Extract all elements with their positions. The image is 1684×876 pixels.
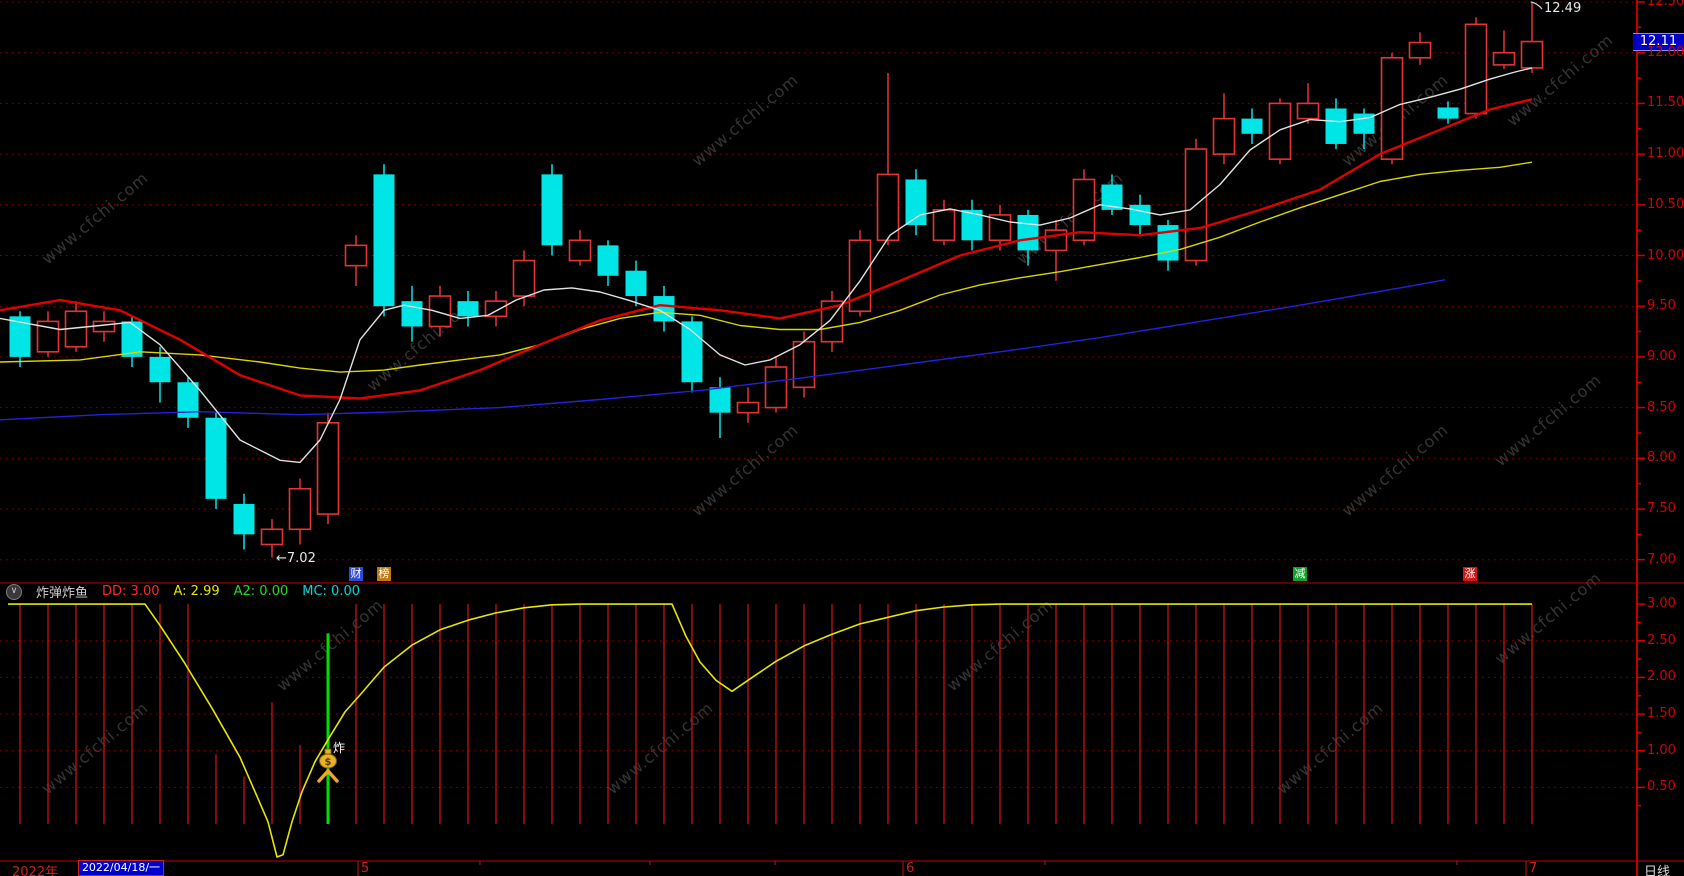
candle xyxy=(288,478,312,545)
candle xyxy=(1520,3,1544,73)
candle xyxy=(597,240,619,286)
candle xyxy=(792,331,816,398)
signal-label: 炸 xyxy=(333,741,346,755)
candle xyxy=(1268,98,1292,165)
chevron-up-icon xyxy=(317,768,339,783)
candle xyxy=(820,290,844,352)
candle xyxy=(1325,98,1347,150)
sub-axis-label: 2.50 xyxy=(1647,632,1676,648)
candle xyxy=(709,377,731,439)
month-label: 7 xyxy=(1529,861,1538,876)
candle xyxy=(401,285,423,342)
event-badge[interactable]: 涨 xyxy=(1463,567,1477,581)
price-axis-label: 7.00 xyxy=(1647,551,1676,567)
price-axis-label: 10.50 xyxy=(1647,196,1684,212)
indicator-name: 炸弹炸鱼 xyxy=(36,586,89,601)
sub-axis-label: 0.50 xyxy=(1647,779,1676,795)
candle xyxy=(653,285,675,332)
candle xyxy=(177,377,199,428)
candle xyxy=(205,412,227,509)
ma-blue xyxy=(0,279,1446,421)
candle xyxy=(848,230,872,317)
indicator-field: A2: 0.00 xyxy=(233,584,289,599)
candle xyxy=(1241,108,1263,144)
candle xyxy=(1157,220,1179,271)
price-axis-label: 10.00 xyxy=(1647,247,1684,263)
high-price-annotation: 12.49 xyxy=(1544,1,1582,16)
chevron-down-icon[interactable]: ∨ xyxy=(6,583,22,600)
event-badge[interactable]: 减 xyxy=(1293,567,1307,581)
candle xyxy=(905,169,927,236)
candle xyxy=(625,260,647,307)
indicator-field: MC: 0.00 xyxy=(302,584,361,599)
money-bag-icon: $ xyxy=(319,748,337,769)
price-axis-label: 9.00 xyxy=(1647,348,1676,364)
candles-layer xyxy=(9,3,1544,558)
price-axis-label: 11.00 xyxy=(1647,146,1684,162)
selected-date-box[interactable]: 2022/04/18/一 xyxy=(78,860,164,876)
candle xyxy=(260,519,284,558)
event-badge[interactable]: 榜 xyxy=(377,567,391,581)
sub-axis-label: 2.00 xyxy=(1647,669,1676,685)
sub-axis-label: 3.00 xyxy=(1647,596,1676,612)
price-axis-label: 8.50 xyxy=(1647,399,1676,415)
candle xyxy=(1212,93,1236,165)
indicator-values: DD: 3.00 A: 2.99 A2: 0.00 MC: 0.00 xyxy=(102,584,360,599)
candle xyxy=(316,412,340,525)
svg-text:$: $ xyxy=(325,757,332,768)
candle xyxy=(1353,108,1375,150)
last-price-tag: 12.11 xyxy=(1633,33,1684,51)
price-axis-label: 9.50 xyxy=(1647,298,1676,314)
candle xyxy=(233,493,255,550)
ma-yellow xyxy=(0,161,1533,373)
candle xyxy=(1129,194,1151,236)
candle xyxy=(568,230,592,266)
period-selector[interactable]: 日线 xyxy=(1644,865,1671,876)
low-price-annotation: ←7.02 xyxy=(276,551,316,566)
candle xyxy=(961,199,983,251)
candle xyxy=(736,387,760,423)
high-annotation-arrow xyxy=(1530,1,1543,10)
candle xyxy=(121,316,143,368)
event-badge[interactable]: 财 xyxy=(349,567,363,581)
candle xyxy=(876,72,900,246)
candle xyxy=(1492,30,1516,69)
candle xyxy=(1296,83,1320,124)
price-axis-label: 7.50 xyxy=(1647,501,1676,516)
candle xyxy=(1437,101,1459,124)
price-axis-label: 8.00 xyxy=(1647,450,1676,466)
price-axis-label: 11.50 xyxy=(1647,95,1684,111)
month-label: 5 xyxy=(361,861,370,876)
year-label: 2022年 xyxy=(12,865,59,876)
indicator-line xyxy=(8,603,1532,858)
indicator-bars xyxy=(19,604,1533,824)
candle xyxy=(36,311,60,357)
price-axis-label: 12.00 xyxy=(1647,44,1684,60)
month-label: 6 xyxy=(906,861,915,876)
indicator-field: DD: 3.00 xyxy=(102,584,160,599)
candle xyxy=(344,235,368,286)
ma-red xyxy=(0,98,1533,400)
candle xyxy=(1101,174,1123,215)
price-axis-label: 12.50 xyxy=(1647,0,1684,9)
candle xyxy=(764,356,788,413)
candle xyxy=(932,199,956,246)
candle xyxy=(681,316,703,393)
candle xyxy=(541,164,563,256)
indicator-field: A: 2.99 xyxy=(173,584,220,599)
candle xyxy=(1464,17,1488,119)
candle xyxy=(373,164,395,317)
indicator-header: ∨ 炸弹炸鱼 DD: 3.00 A: 2.99 A2: 0.00 MC: 0.00 xyxy=(6,583,360,601)
candle xyxy=(428,285,452,337)
sub-axis-label: 1.00 xyxy=(1647,742,1676,758)
candle xyxy=(9,311,31,368)
ma-white xyxy=(0,67,1533,464)
candle xyxy=(1408,32,1432,65)
candle xyxy=(457,290,479,327)
sub-axis-label: 1.50 xyxy=(1647,706,1676,722)
candle xyxy=(484,290,508,327)
candle xyxy=(149,346,171,403)
